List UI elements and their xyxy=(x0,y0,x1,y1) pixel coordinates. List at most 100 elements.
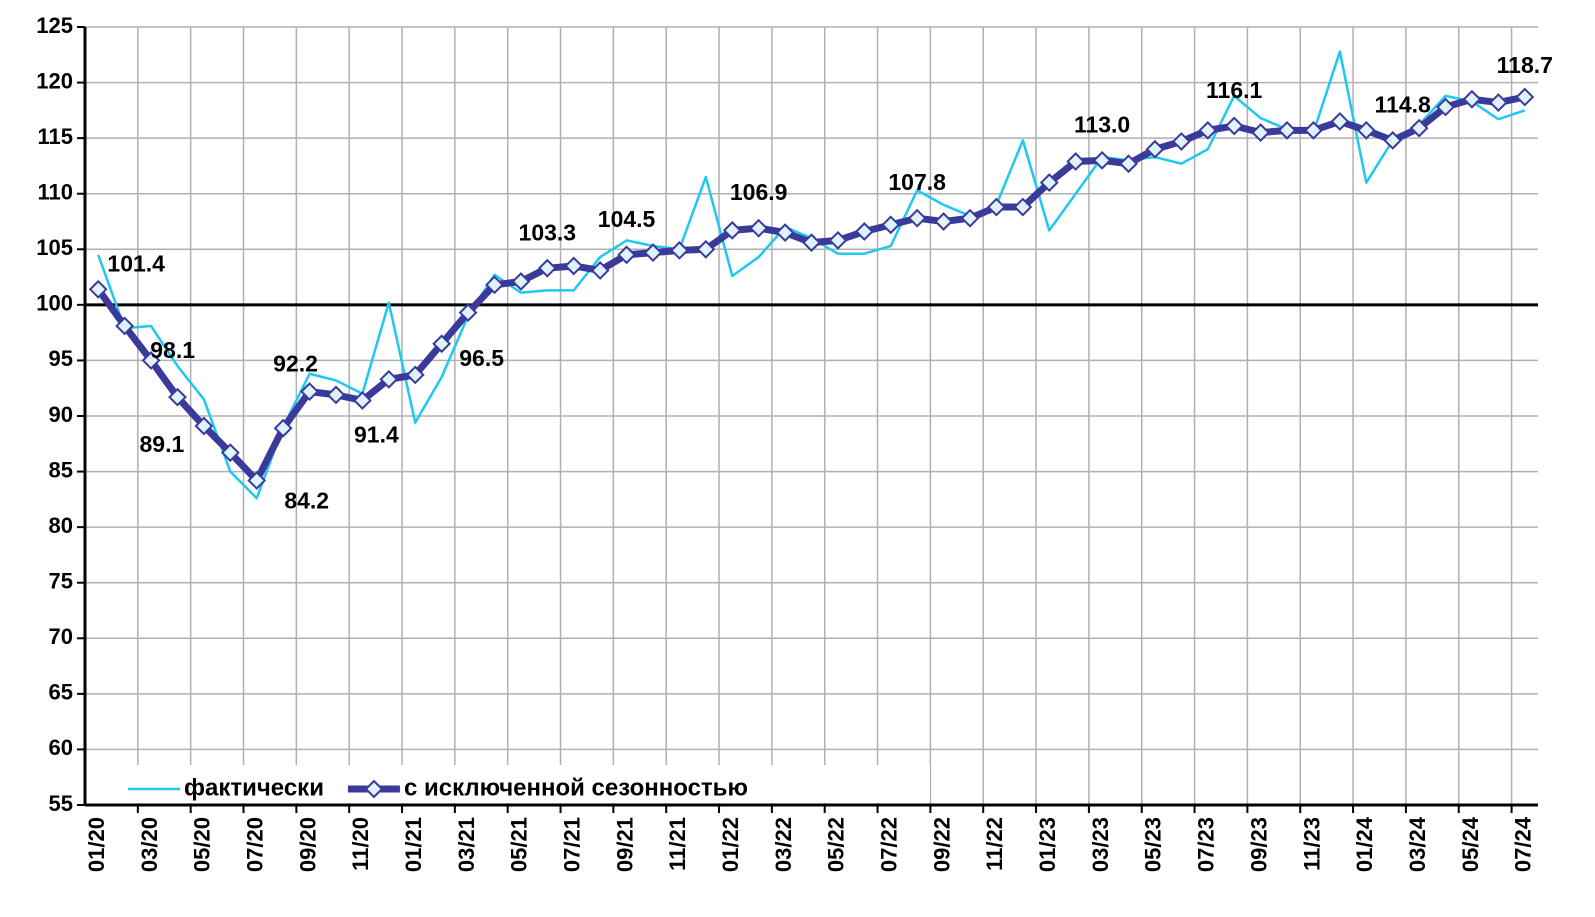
x-tick-label: 11/20 xyxy=(348,817,373,871)
marker xyxy=(537,258,557,278)
marker xyxy=(379,369,399,389)
x-tick-label: 01/22 xyxy=(718,817,743,872)
marker xyxy=(749,218,769,238)
data-label: 96.5 xyxy=(459,345,504,371)
y-tick-label: 85 xyxy=(49,457,73,482)
x-tick-label: 03/21 xyxy=(454,817,479,872)
marker xyxy=(247,471,267,490)
x-tick-label: 09/21 xyxy=(612,817,637,872)
marker xyxy=(1145,139,1165,159)
marker xyxy=(564,256,584,276)
marker xyxy=(1039,173,1059,193)
x-tick-label: 05/23 xyxy=(1141,817,1166,872)
data-label: 84.2 xyxy=(284,488,329,514)
x-tick-label: 07/22 xyxy=(877,817,902,872)
x-tick-label: 01/24 xyxy=(1352,816,1377,872)
y-tick-label: 100 xyxy=(36,291,73,316)
x-tick-label: 09/23 xyxy=(1246,817,1271,872)
marker xyxy=(1488,93,1508,112)
marker xyxy=(141,351,161,370)
x-tick-label: 05/22 xyxy=(824,817,849,872)
marker xyxy=(1277,120,1297,140)
marker xyxy=(1330,112,1350,131)
marker xyxy=(432,334,452,354)
x-tick-label: 05/20 xyxy=(190,817,215,872)
x-tick-label: 05/21 xyxy=(507,817,532,872)
y-tick-label: 55 xyxy=(49,791,73,816)
data-label: 98.1 xyxy=(150,337,195,363)
x-tick-label: 07/23 xyxy=(1194,817,1219,872)
marker xyxy=(590,260,610,280)
legend-label: с исключенной сезонностью xyxy=(404,774,748,801)
x-tick-label: 01/20 xyxy=(84,817,109,872)
marker xyxy=(168,387,187,407)
y-tick-label: 65 xyxy=(49,680,73,705)
marker xyxy=(1515,87,1535,107)
marker xyxy=(1304,120,1323,140)
marker xyxy=(934,212,954,231)
data-label: 104.5 xyxy=(598,206,656,232)
x-tick-label: 07/20 xyxy=(243,817,268,872)
marker xyxy=(828,230,848,250)
marker xyxy=(669,240,689,260)
marker xyxy=(352,391,372,410)
marker xyxy=(115,316,135,336)
data-label: 91.4 xyxy=(354,422,399,448)
marker xyxy=(458,303,478,323)
marker xyxy=(1224,116,1244,136)
marker xyxy=(1198,120,1218,140)
x-tick-label: 03/20 xyxy=(137,817,162,872)
marker xyxy=(220,443,240,463)
marker xyxy=(1409,118,1429,138)
marker xyxy=(696,239,716,259)
marker xyxy=(194,416,214,436)
y-tick-label: 75 xyxy=(49,569,73,594)
marker xyxy=(854,222,874,241)
y-tick-label: 60 xyxy=(49,735,73,760)
marker xyxy=(405,365,425,385)
marker xyxy=(273,418,293,438)
marker xyxy=(881,215,901,235)
marker xyxy=(1462,89,1482,109)
x-tick-label: 11/23 xyxy=(1299,817,1324,871)
marker xyxy=(1066,152,1086,171)
y-tick-label: 105 xyxy=(36,235,73,260)
marker xyxy=(617,245,636,265)
x-tick-label: 09/22 xyxy=(929,817,954,872)
x-tick-label: 07/21 xyxy=(560,817,585,872)
data-label: 89.1 xyxy=(139,431,184,457)
marker xyxy=(960,208,980,228)
y-tick-label: 90 xyxy=(49,402,73,427)
x-tick-label: 07/24 xyxy=(1511,816,1536,872)
marker xyxy=(722,220,742,240)
data-label: 116.1 xyxy=(1206,77,1262,103)
y-tick-label: 80 xyxy=(49,513,73,538)
y-tick-label: 110 xyxy=(38,180,74,205)
marker xyxy=(326,385,346,405)
x-tick-label: 01/21 xyxy=(401,817,426,872)
marker xyxy=(511,272,531,291)
legend-marker xyxy=(364,779,384,799)
data-label: 118.7 xyxy=(1497,52,1553,78)
data-label: 114.8 xyxy=(1375,91,1431,117)
data-label: 92.2 xyxy=(273,351,318,377)
x-tick-label: 01/23 xyxy=(1035,817,1060,872)
x-tick-label: 11/22 xyxy=(982,817,1007,871)
marker xyxy=(775,223,795,243)
marker xyxy=(907,208,927,228)
marker xyxy=(300,382,319,401)
y-tick-label: 115 xyxy=(38,124,74,149)
x-tick-label: 03/24 xyxy=(1405,816,1430,872)
marker xyxy=(1092,150,1112,170)
y-tick-label: 95 xyxy=(49,346,73,371)
marker xyxy=(1436,97,1455,117)
marker xyxy=(1013,197,1033,217)
marker xyxy=(802,233,821,253)
data-label: 106.9 xyxy=(730,179,788,205)
x-tick-label: 03/23 xyxy=(1088,817,1113,872)
y-tick-label: 70 xyxy=(49,624,73,649)
data-label: 107.8 xyxy=(888,169,946,195)
marker xyxy=(1383,130,1403,150)
x-tick-label: 05/24 xyxy=(1458,816,1483,872)
marker xyxy=(1119,154,1138,174)
